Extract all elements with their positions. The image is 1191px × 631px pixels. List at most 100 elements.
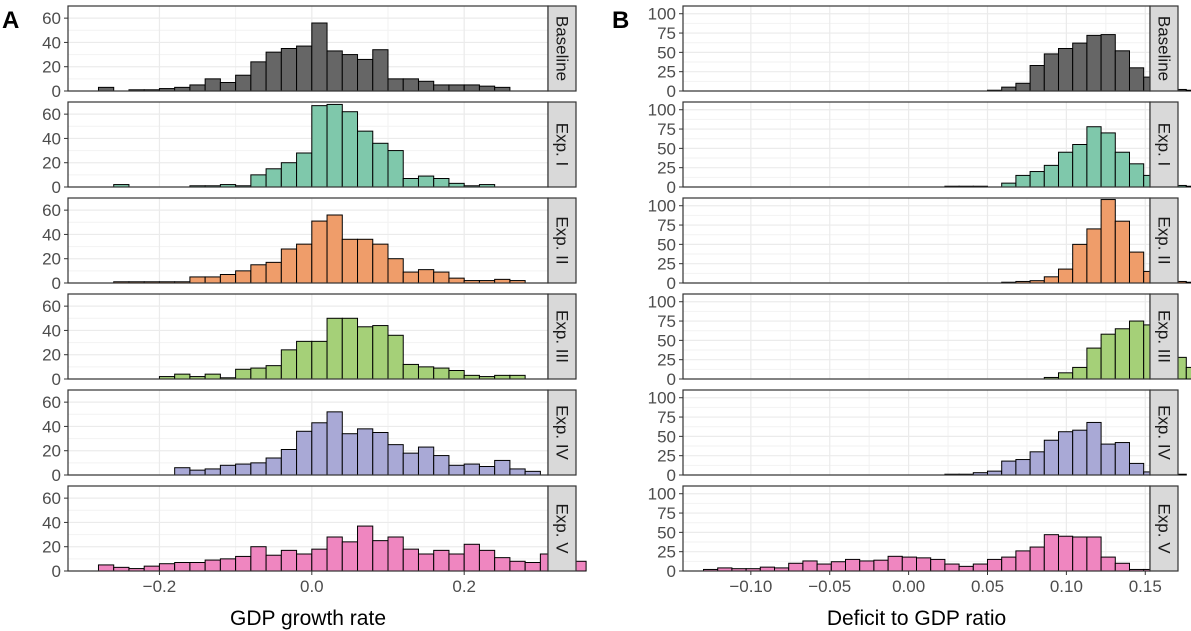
- histogram-bar: [1086, 228, 1102, 284]
- y-tick-label: 0: [52, 178, 61, 197]
- y-tick-label: 25: [657, 159, 676, 178]
- histogram-column-A: A 0 20 40 60 Baseline 0 20 40 60 Exp. I 0 20 40 60 Exp.…: [2, 5, 587, 630]
- y-tick-label: 40: [42, 129, 61, 148]
- histogram-bar: [189, 84, 206, 92]
- histogram-bar: [788, 562, 804, 572]
- histogram-bar: [174, 373, 191, 380]
- histogram-bar: [1072, 243, 1088, 284]
- histogram-bar: [1029, 171, 1045, 188]
- histogram-bar: [341, 433, 359, 476]
- histogram-bar: [357, 58, 374, 92]
- histogram-bar: [235, 368, 252, 380]
- histogram-bar: [448, 553, 465, 572]
- histogram-bar: [372, 540, 389, 572]
- histogram-bar: [1086, 536, 1102, 572]
- histogram-bar: [204, 468, 221, 476]
- histogram-bar: [280, 248, 298, 284]
- histogram-bar: [97, 564, 115, 572]
- histogram-bar: [372, 49, 389, 92]
- histogram-bar: [357, 326, 374, 380]
- strip-label: Exp. V: [553, 503, 572, 554]
- histogram-bar: [387, 334, 404, 380]
- y-tick-label: 0: [667, 178, 676, 197]
- histogram-bar: [463, 463, 480, 476]
- strip-background: [547, 5, 577, 92]
- histogram-bar: [250, 367, 267, 380]
- y-tick-label: 100: [648, 197, 676, 216]
- histogram-bar: [250, 61, 267, 92]
- y-tick-label: 100: [648, 5, 676, 24]
- histogram-bar: [1185, 185, 1191, 188]
- histogram-bar: [417, 553, 435, 572]
- histogram-bar: [417, 366, 435, 380]
- facet-panel: 0 20 40 60 Exp. III: [42, 293, 577, 389]
- histogram-bar: [1100, 333, 1116, 380]
- histogram-bar: [357, 428, 374, 476]
- facet-panel: 0 20 40 60 Exp. IV: [42, 389, 577, 485]
- y-tick-label: 20: [42, 58, 61, 77]
- histogram-bar: [1015, 174, 1031, 188]
- strip-background: [547, 101, 577, 188]
- histogram-bar: [341, 54, 359, 92]
- x-tick-label: 0.10: [1050, 577, 1083, 596]
- histogram-bar: [1057, 372, 1074, 380]
- histogram-bar: [250, 546, 267, 572]
- histogram-bar: [1185, 281, 1191, 284]
- histogram-bar: [1072, 429, 1088, 476]
- histogram-bar: [1086, 347, 1102, 380]
- y-tick-label: 75: [657, 312, 676, 331]
- histogram-bar: [417, 269, 435, 284]
- y-tick-label: 75: [657, 408, 676, 427]
- histogram-bar: [433, 178, 450, 188]
- histogram-bar: [250, 462, 267, 476]
- histogram-bar: [1128, 251, 1145, 284]
- histogram-bar: [972, 563, 988, 572]
- strip-label: Exp. II: [1155, 216, 1174, 264]
- histogram-bar: [265, 554, 282, 572]
- y-tick-label: 25: [657, 543, 676, 562]
- histogram-bar: [357, 130, 374, 188]
- histogram-bar: [204, 276, 221, 284]
- histogram-bar: [859, 560, 875, 572]
- histogram-bar: [311, 340, 328, 380]
- histogram-bar: [311, 220, 328, 284]
- y-tick-label: 0: [667, 562, 676, 581]
- histogram-bar: [311, 548, 328, 572]
- histogram-bar: [280, 162, 298, 188]
- facet-panel: 0 20 40 60 Exp. II: [42, 197, 577, 293]
- histogram-bar: [402, 271, 419, 284]
- strip-background: [547, 389, 577, 476]
- histogram-bar: [158, 563, 176, 572]
- histogram-bar: [1086, 126, 1102, 188]
- facet-strip: Exp. IV: [547, 389, 577, 476]
- y-tick-label: 60: [42, 393, 61, 412]
- y-tick-label: 0: [667, 466, 676, 485]
- facet-panel: 0 20 40 60 Exp. I: [42, 101, 577, 197]
- histogram-bar: [524, 562, 541, 572]
- histogram-bar: [417, 446, 435, 476]
- histogram-bar: [448, 84, 465, 92]
- histogram-bar: [326, 536, 343, 572]
- histogram-bar: [494, 459, 511, 476]
- histogram-bar: [387, 536, 404, 572]
- histogram-bar: [1001, 556, 1017, 572]
- y-tick-label: 0: [52, 562, 61, 581]
- histogram-bar: [402, 452, 419, 476]
- histogram-bar: [357, 525, 374, 572]
- histogram-bar: [509, 468, 526, 476]
- facet-strip: Exp. I: [547, 101, 577, 188]
- histogram-bar: [1015, 459, 1031, 476]
- histogram-bar: [189, 562, 206, 572]
- y-tick-label: 0: [52, 274, 61, 293]
- histogram-bar: [433, 549, 450, 572]
- histogram-bar: [1185, 366, 1191, 380]
- histogram-bar: [1029, 546, 1045, 572]
- histogram-bar: [1072, 144, 1088, 188]
- y-tick-label: 0: [667, 274, 676, 293]
- histogram-bar: [1057, 431, 1074, 476]
- histogram-bar: [189, 276, 206, 284]
- histogram-bar: [1128, 67, 1145, 92]
- histogram-bar: [250, 174, 267, 188]
- histogram-bar: [1057, 151, 1074, 188]
